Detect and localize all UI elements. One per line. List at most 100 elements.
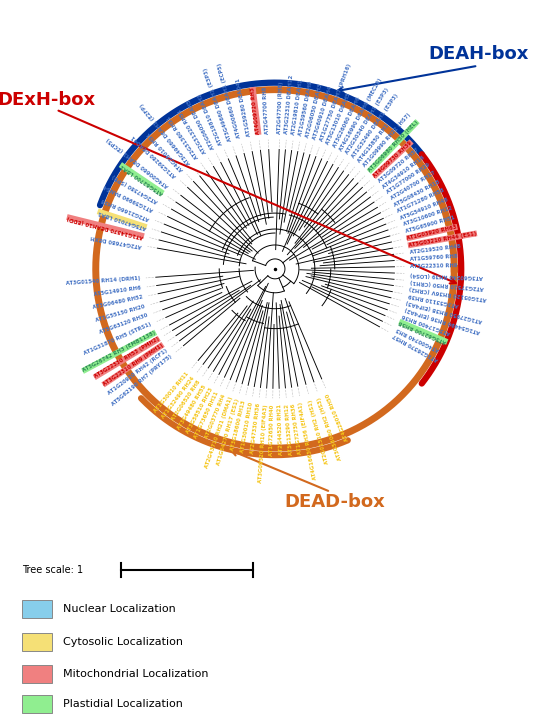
Text: AT3G06980 RH50 (HEL): AT3G06980 RH50 (HEL) (367, 120, 419, 174)
Text: DEAH-box: DEAH-box (428, 44, 529, 63)
Text: AT3G13290 RH12: AT3G13290 RH12 (284, 404, 294, 455)
Text: AT3G26060 DEAH6: AT3G26060 DEAH6 (332, 96, 361, 148)
Text: AT2G47330 RH36: AT2G47330 RH36 (250, 403, 261, 455)
Text: AT5G65900 RH51: AT5G65900 RH51 (404, 215, 455, 234)
FancyBboxPatch shape (22, 633, 52, 651)
Text: AT3G22310 RH9 (PMH1): AT3G22310 RH9 (PMH1) (102, 343, 164, 386)
Text: AT2G47700 (RH8): AT2G47700 (RH8) (277, 81, 284, 133)
Text: AT2G30340 DEAH1 (E3P3): AT2G30340 DEAH1 (E3P3) (345, 87, 390, 156)
Text: AT2G19810 DEAH1: AT2G19810 DEAH1 (292, 79, 304, 135)
Text: AT4G09730 RH39: AT4G09730 RH39 (372, 140, 413, 179)
Text: AT1G32490 RH24: AT1G32490 RH24 (161, 376, 195, 419)
Text: AT2G47380 (SPB): AT2G47380 (SPB) (112, 173, 159, 204)
Text: AT1G30010 RH10: AT1G30010 RH10 (240, 402, 254, 453)
Text: DEAD-box: DEAD-box (284, 493, 385, 511)
Text: AT4G00740 RH3: AT4G00740 RH3 (395, 326, 441, 351)
Text: AT5G08430 RH18: AT5G08430 RH18 (393, 179, 441, 207)
FancyBboxPatch shape (22, 601, 52, 618)
Text: AT5G62700 RH58: AT5G62700 RH58 (399, 320, 448, 344)
Text: AT1G55150 RH20: AT1G55150 RH20 (95, 304, 146, 323)
Text: AT1G32490 DEAH1 (E3P3): AT1G32490 DEAH1 (E3P3) (351, 93, 399, 159)
Text: AT2G03770 RH4: AT2G03770 RH4 (204, 394, 227, 440)
FancyBboxPatch shape (22, 695, 52, 713)
Text: AT1G59280 DEAD41: AT1G59280 DEAD41 (131, 134, 178, 179)
Text: Cytosolic Localization: Cytosolic Localization (63, 637, 183, 647)
Text: AT5G63120 RH30: AT5G63120 RH30 (98, 313, 148, 335)
Text: Mitochondrial Localization: Mitochondrial Localization (63, 669, 209, 679)
Text: AT1G26370 RH57: AT1G26370 RH57 (392, 333, 439, 361)
Text: AT4G34910 RH16: AT4G34910 RH16 (382, 154, 426, 189)
Text: AT1G30010 RH11: AT1G30010 RH11 (153, 371, 190, 414)
Text: AT3G60240 RH39 (LOS4): AT3G60240 RH39 (LOS4) (410, 271, 483, 279)
Text: AT3G58060 RH2 (HS3): AT3G58060 RH2 (HS3) (317, 396, 343, 460)
Text: AT5G13010 DEAH5: AT5G13010 DEAH5 (326, 92, 352, 145)
Text: AT2G44520 RH21: AT2G44520 RH21 (277, 404, 284, 455)
Text: AT2G01510 RH2 (HS1): AT2G01510 RH2 (HS1) (307, 399, 329, 465)
FancyBboxPatch shape (22, 665, 52, 683)
Text: AT4G00660 DEAH1 (ECP5): AT4G00660 DEAH1 (ECP5) (106, 136, 170, 187)
Text: AT5G14910 RH6: AT5G14910 RH6 (94, 285, 141, 297)
Text: AT3G06480 RH52: AT3G06480 RH52 (92, 295, 143, 310)
Text: AT2G43710 RH21 (DMA1): AT2G43710 RH21 (DMA1) (204, 396, 233, 469)
Text: AT1G72650 RH40: AT1G72650 RH40 (270, 404, 275, 455)
Text: AT2G06050 DEAH5: AT2G06050 DEAH5 (186, 98, 216, 149)
Text: AT5G03210 RH44 (ES1): AT5G03210 RH44 (ES1) (408, 231, 477, 248)
Text: Nuclear Localization: Nuclear Localization (63, 604, 176, 614)
Text: AT3G53110 RH39: AT3G53110 RH39 (408, 293, 459, 307)
Text: AT4G16630 RH36 (EIF4A1): AT4G16630 RH36 (EIF4A1) (299, 402, 318, 480)
Text: AT2G19810 DEAH2: AT2G19810 DEAH2 (198, 92, 224, 145)
Text: AT5G62700 LBA1: AT5G62700 LBA1 (119, 163, 164, 195)
Text: AT3G58510 RH23: AT3G58510 RH23 (185, 387, 213, 435)
Text: AT3G49660 DEAH1 (E2FP): AT3G49660 DEAH1 (E2FP) (139, 102, 192, 165)
Text: AT1G03920 RH63: AT1G03920 RH63 (406, 224, 458, 241)
Text: AT4G16990 DEAH6 (MEC29): AT4G16990 DEAH6 (MEC29) (338, 77, 383, 151)
Text: AT1G73650 RH11: AT1G73650 RH11 (194, 391, 220, 440)
Text: AT1G59280 DEAD41: AT1G59280 DEAD41 (235, 77, 251, 136)
Text: AT2G31320 RH51: AT2G31320 RH51 (177, 108, 207, 154)
Text: AT2G21660 RH38: AT2G21660 RH38 (101, 196, 150, 220)
Text: AT3G22310 DEAH12: AT3G22310 DEAH12 (284, 75, 294, 134)
Text: AT5G54910 RH48: AT5G54910 RH48 (400, 196, 449, 220)
Text: AT5G62190 RH7 (PRY175): AT5G62190 RH7 (PRY175) (111, 354, 173, 407)
Text: AT3G17400 RH36: AT3G17400 RH36 (402, 313, 452, 335)
Text: AT3G01540 RH14 (DRH1): AT3G01540 RH14 (DRH1) (65, 276, 140, 286)
Text: AT1G14370 DEAH10 (EDD): AT1G14370 DEAH10 (EDD) (67, 214, 144, 239)
Text: AT2G19520 RH48: AT2G19520 RH48 (409, 244, 460, 255)
Text: AT3G49660 DEAH1 (E3P3): AT3G49660 DEAH1 (E3P3) (204, 67, 233, 142)
Text: AT5G26742 RH3 (EMB1138): AT5G26742 RH3 (EMB1138) (82, 331, 157, 374)
Text: AT3G49480 RH55: AT3G49480 RH55 (177, 384, 207, 430)
Text: AT1G09990 RH22 (HS7): AT1G09990 RH22 (HS7) (362, 113, 411, 168)
Text: AT1G54270 RH17 (ES1): AT1G54270 RH17 (ES1) (216, 399, 240, 466)
Text: AT3G18600 RH13: AT3G18600 RH13 (230, 400, 247, 452)
Text: AT1G77000 RH29: AT1G77000 RH29 (386, 163, 431, 195)
Text: AT2G47700 RH8: AT2G47700 RH8 (263, 86, 271, 134)
Text: AT4G00660 DEAH1 (ECP5): AT4G00660 DEAH1 (ECP5) (217, 62, 243, 138)
Text: AT1G27950 RH38 (EIF4A3): AT1G27950 RH38 (EIF4A3) (406, 299, 483, 323)
Text: Plastidial Localization: Plastidial Localization (63, 700, 183, 709)
Text: AT2G40700 RH17: AT2G40700 RH17 (390, 171, 436, 201)
Text: DExH-box: DExH-box (0, 90, 95, 108)
Text: AT3G09720 RH57: AT3G09720 RH57 (377, 147, 420, 184)
Text: AT1G20920 RH42 (RCF1): AT1G20920 RH42 (RCF1) (107, 348, 168, 397)
Text: AT4G09720 RH3: AT4G09720 RH3 (250, 87, 261, 135)
Text: AT1G05120 RH36V (CRH2): AT1G05120 RH36V (CRH2) (409, 285, 487, 301)
Text: AT1G54490 RH36 (EIF4A2): AT1G54490 RH36 (EIF4A2) (404, 306, 481, 334)
Text: AT1G27750 DEAH7 (PRH16): AT1G27750 DEAH7 (PRH16) (319, 64, 352, 143)
Text: AT3G09520 RH10 (EIF4A3): AT3G09520 RH10 (EIF4A3) (257, 404, 268, 483)
Text: AT4G28010 RH51: AT4G28010 RH51 (146, 130, 184, 171)
Text: Tree scale: 1: Tree scale: 1 (22, 565, 83, 575)
Text: AT3G22310 RH9: AT3G22310 RH9 (410, 263, 458, 269)
Text: AT1G71280 RH58: AT1G71280 RH58 (397, 188, 446, 214)
Text: AT1G59560 DEAH9: AT1G59560 DEAH9 (299, 81, 314, 136)
Text: AT3G10600 RH12: AT3G10600 RH12 (402, 206, 453, 227)
Text: AT4G15850 RH1: AT4G15850 RH1 (356, 123, 390, 163)
Text: AT4G28010 RH50: AT4G28010 RH50 (326, 393, 350, 442)
Text: AT1G72730 RH36: AT1G72730 RH36 (292, 403, 304, 454)
Text: AT2G31360 RH51: AT2G31360 RH51 (166, 115, 199, 159)
Text: AT2G06520 RH8: AT2G06520 RH8 (170, 380, 201, 422)
Text: AT1G59760 RH8: AT1G59760 RH8 (410, 254, 458, 262)
Text: AT3G60910 DEAH4: AT3G60910 DEAH4 (312, 85, 333, 140)
Text: AT2G47680 DEXH: AT2G47680 DEXH (90, 234, 142, 248)
Text: AT3G22330 RH53 (PMH2): AT3G22330 RH53 (PMH2) (94, 336, 160, 379)
Text: AT1G31870 RH5 (STRS1): AT1G31870 RH5 (STRS1) (83, 322, 152, 356)
